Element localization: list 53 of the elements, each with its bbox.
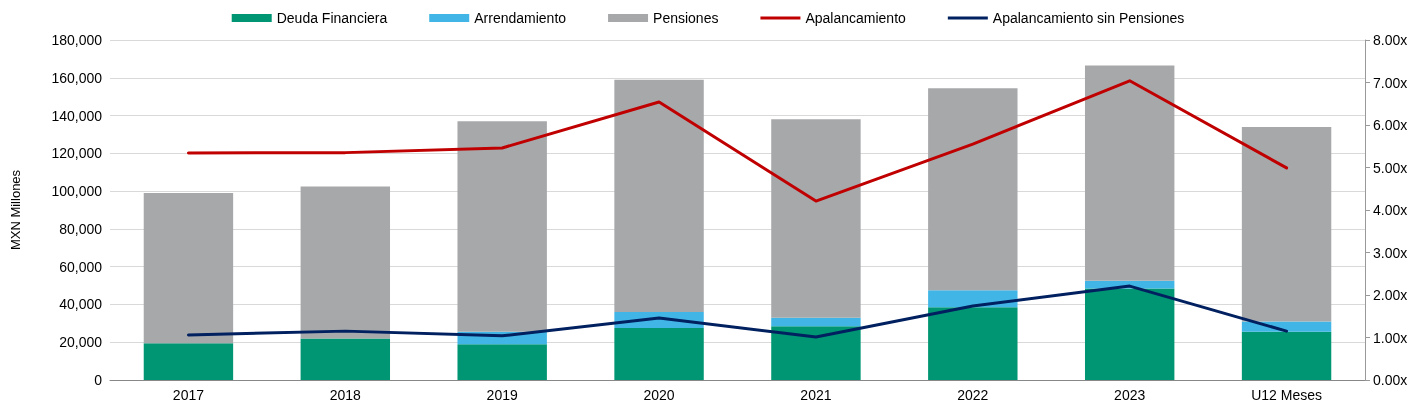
y-tick-label: 80,000 xyxy=(59,220,103,237)
y2-tick-label: 1.00x xyxy=(1373,329,1408,346)
bar xyxy=(771,317,861,327)
bar xyxy=(1084,288,1175,380)
legend-label: Arrendamiento xyxy=(474,10,567,26)
y-tick-label: 40,000 xyxy=(59,296,103,313)
bar xyxy=(771,326,861,380)
bar xyxy=(928,88,1018,291)
y2-tick-label: 5.00x xyxy=(1373,159,1408,176)
bar xyxy=(143,193,234,344)
bar xyxy=(928,290,1018,308)
y-tick-label: 60,000 xyxy=(59,258,103,275)
y-tick-label: 180,000 xyxy=(51,32,103,48)
y-tick-label: 120,000 xyxy=(51,145,103,162)
line-series xyxy=(186,79,1289,203)
bar xyxy=(300,186,391,339)
legend-label: Apalancamiento xyxy=(805,10,907,26)
bar xyxy=(614,328,704,380)
y2-tick-label: 2.00x xyxy=(1373,287,1408,303)
legend-label: Deuda Financiera xyxy=(276,10,388,26)
y2-tick-label: 8.00x xyxy=(1373,32,1408,48)
bar xyxy=(143,343,234,380)
bar xyxy=(300,338,391,380)
bar xyxy=(771,119,861,318)
x-tick-label: 2022 xyxy=(957,387,989,403)
x-tick-label: 2017 xyxy=(172,387,205,403)
bar xyxy=(457,344,547,380)
bar xyxy=(928,307,1018,380)
y-tick-label: 20,000 xyxy=(59,334,103,351)
x-tick-label: 2021 xyxy=(800,387,832,403)
y-tick-label: 160,000 xyxy=(51,69,103,86)
y2-tick-label: 4.00x xyxy=(1373,202,1408,218)
y-tick-label: 0 xyxy=(94,372,103,388)
x-tick-label: 2019 xyxy=(486,387,518,403)
bar xyxy=(1241,331,1332,380)
x-tick-label: U12 Meses xyxy=(1251,387,1322,403)
line-series xyxy=(186,284,1289,339)
x-tick-label: 2020 xyxy=(643,387,675,403)
x-tick-label: 2018 xyxy=(329,387,362,403)
bar xyxy=(457,121,547,332)
y2-tick-label: 0.00x xyxy=(1373,372,1408,388)
y-tick-label: 140,000 xyxy=(51,107,103,124)
bar xyxy=(614,79,704,312)
y-tick-label: 100,000 xyxy=(51,183,103,200)
bar xyxy=(1084,65,1175,281)
y2-tick-label: 3.00x xyxy=(1373,244,1408,261)
y2-tick-label: 6.00x xyxy=(1373,117,1408,133)
x-tick-label: 2023 xyxy=(1114,387,1146,403)
bar xyxy=(1241,126,1332,322)
legend-label: Pensiones xyxy=(653,10,719,26)
y2-tick-label: 7.00x xyxy=(1373,74,1408,91)
y-axis-title: MXN Millones xyxy=(8,169,23,251)
legend-label: Apalancamiento sin Pensiones xyxy=(992,10,1185,26)
